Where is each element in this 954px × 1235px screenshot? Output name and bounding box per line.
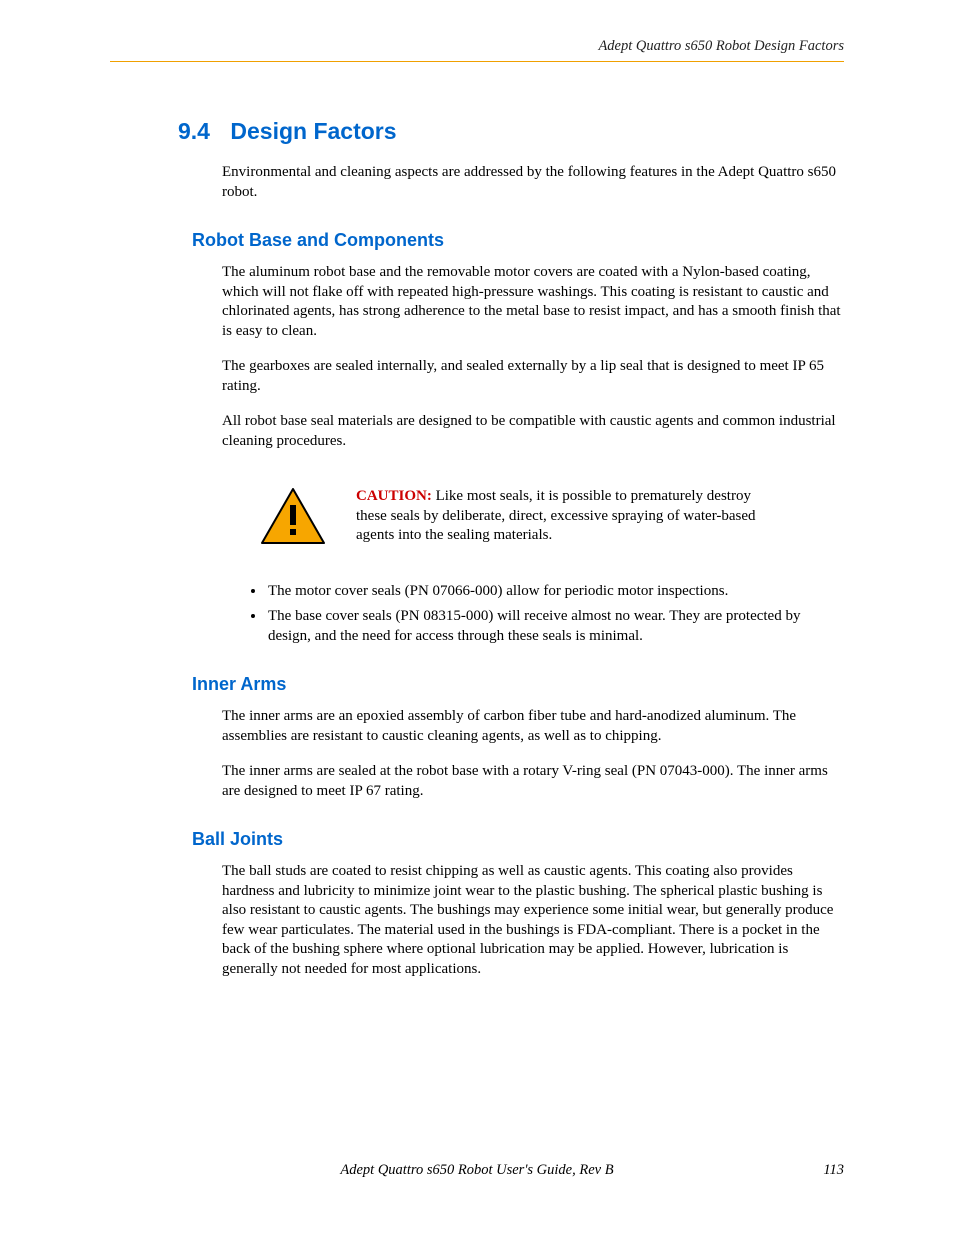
body-paragraph: All robot base seal materials are design… (222, 412, 844, 451)
page-container: Adept Quattro s650 Robot Design Factors … (0, 0, 954, 1035)
body-paragraph: The inner arms are sealed at the robot b… (222, 762, 844, 801)
page-footer: Adept Quattro s650 Robot User's Guide, R… (0, 1162, 954, 1179)
subsection-heading-ball-joints: Ball Joints (192, 829, 844, 850)
subsection-heading-inner-arms: Inner Arms (192, 674, 844, 695)
section-number: 9.4 (178, 118, 210, 144)
section-title: Design Factors (230, 118, 396, 144)
body-paragraph: The ball studs are coated to resist chip… (222, 862, 844, 979)
footer-page-number: 113 (823, 1162, 844, 1179)
section-heading: 9.4 Design Factors (178, 118, 844, 145)
body-paragraph: The inner arms are an epoxied assembly o… (222, 707, 844, 746)
list-item: The base cover seals (PN 08315-000) will… (266, 607, 844, 646)
bullet-list: The motor cover seals (PN 07066-000) all… (240, 582, 844, 647)
section-intro-paragraph: Environmental and cleaning aspects are a… (222, 163, 844, 202)
running-header: Adept Quattro s650 Robot Design Factors (110, 38, 844, 62)
list-item: The motor cover seals (PN 07066-000) all… (266, 582, 844, 602)
body-paragraph: The aluminum robot base and the removabl… (222, 263, 844, 341)
footer-guide-title: Adept Quattro s650 Robot User's Guide, R… (340, 1162, 613, 1178)
subsection-heading-robot-base: Robot Base and Components (192, 230, 844, 251)
caution-callout: CAUTION: Like most seals, it is possible… (260, 487, 844, 546)
caution-text-block: CAUTION: Like most seals, it is possible… (356, 487, 776, 546)
caution-triangle-icon (260, 487, 326, 545)
body-paragraph: The gearboxes are sealed internally, and… (222, 357, 844, 396)
caution-label: CAUTION: (356, 488, 432, 504)
